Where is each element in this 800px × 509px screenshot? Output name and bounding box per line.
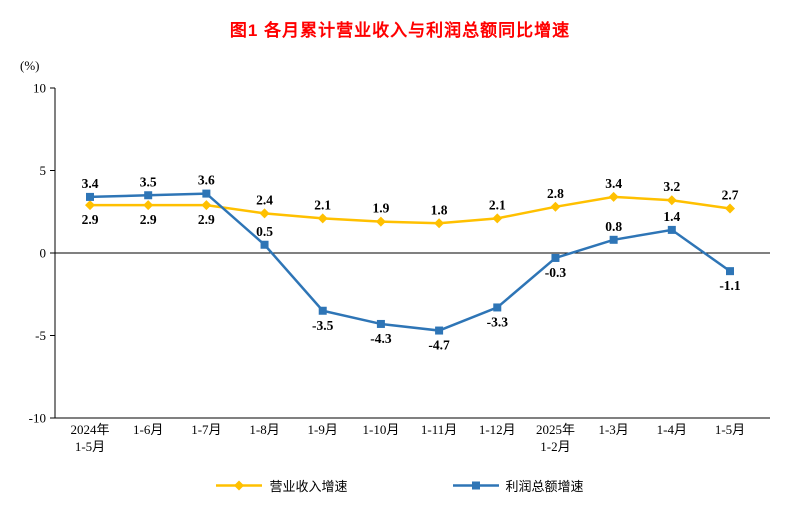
- y-axis-unit-label: (%): [20, 58, 40, 73]
- marker-diamond: [259, 208, 270, 219]
- data-label: 1.9: [372, 201, 389, 216]
- x-tick-label: 1-5月: [715, 422, 745, 437]
- x-tick-label: 2025年: [536, 422, 575, 437]
- data-label: 2.9: [82, 212, 99, 227]
- data-label: -3.5: [312, 318, 334, 333]
- data-label: 2.1: [314, 197, 331, 212]
- marker-diamond: [434, 218, 445, 229]
- data-label: 3.6: [198, 173, 215, 188]
- legend-marker: [471, 481, 480, 490]
- legend-label-0: 营业收入增速: [269, 479, 348, 494]
- x-tick-label: 1-9月: [308, 422, 338, 437]
- data-label: 1.8: [431, 202, 448, 217]
- marker-diamond: [375, 216, 386, 227]
- x-tick-label: 1-10月: [362, 422, 399, 437]
- legend-swatch-square-icon: [452, 481, 499, 490]
- legend-item-0: 营业收入增速: [216, 476, 348, 495]
- marker-diamond: [608, 191, 619, 202]
- data-label: -1.1: [719, 278, 741, 293]
- marker-square: [493, 303, 502, 312]
- data-label: 0.5: [256, 224, 273, 239]
- x-tick-label: 2024年: [70, 422, 109, 437]
- marker-square: [551, 253, 560, 262]
- data-label: -4.7: [428, 338, 450, 353]
- legend-swatch-diamond-icon: [216, 480, 263, 491]
- x-tick-label: 1-2月: [540, 439, 570, 454]
- legend-label-1: 利润总额增速: [505, 479, 584, 494]
- marker-square: [435, 326, 444, 335]
- data-label: 2.8: [547, 186, 564, 201]
- data-label: 3.4: [82, 176, 99, 191]
- x-tick-label: 1-6月: [133, 422, 163, 437]
- data-label: 0.8: [605, 219, 622, 234]
- y-tick-label: 0: [40, 246, 47, 261]
- data-label: 3.4: [605, 176, 622, 191]
- marker-diamond: [550, 201, 561, 212]
- data-label: 1.4: [663, 209, 680, 224]
- y-tick-label: 5: [40, 163, 47, 178]
- marker-square: [667, 225, 676, 234]
- x-tick-label: 1-5月: [75, 439, 105, 454]
- y-tick-label: -5: [35, 328, 46, 343]
- marker-square: [202, 189, 211, 198]
- data-label: 2.1: [489, 197, 506, 212]
- marker-square: [318, 306, 327, 315]
- marker-diamond: [492, 213, 503, 224]
- y-tick-label: -10: [29, 411, 46, 426]
- data-label: 2.9: [198, 212, 215, 227]
- marker-square: [609, 235, 618, 244]
- x-tick-label: 1-3月: [598, 422, 628, 437]
- data-label: -0.3: [545, 265, 567, 280]
- marker-diamond: [317, 213, 328, 224]
- series-line-0: [90, 195, 731, 225]
- chart-title: 图1 各月累计营业收入与利润总额同比增速: [229, 21, 571, 40]
- x-tick-label: 1-11月: [421, 422, 457, 437]
- marker-square: [144, 191, 153, 200]
- marker-square: [260, 240, 269, 249]
- data-label: -3.3: [487, 314, 509, 329]
- data-label: 2.4: [256, 192, 273, 207]
- data-label: 2.7: [722, 187, 739, 202]
- marker-diamond: [666, 195, 677, 206]
- marker-square: [86, 192, 94, 201]
- x-tick-label: 1-7月: [191, 422, 221, 437]
- y-tick-label: 10: [33, 81, 46, 96]
- data-label: 3.5: [140, 174, 157, 189]
- data-label: 3.2: [663, 179, 680, 194]
- marker-diamond: [85, 200, 95, 211]
- x-tick-label: 1-8月: [249, 422, 279, 437]
- data-label: 2.9: [140, 212, 157, 227]
- legend: 营业收入增速 利润总额增速: [0, 476, 800, 495]
- marker-square: [376, 319, 385, 328]
- marker-diamond: [201, 200, 212, 211]
- data-label: -4.3: [370, 331, 392, 346]
- series-line-1: [89, 192, 731, 332]
- marker-square: [726, 267, 734, 276]
- marker-diamond: [725, 203, 735, 214]
- x-tick-label: 1-4月: [657, 422, 687, 437]
- marker-diamond: [143, 200, 154, 211]
- legend-item-1: 利润总额增速: [452, 476, 584, 495]
- x-tick-label: 1-12月: [479, 422, 516, 437]
- legend-marker: [234, 480, 245, 491]
